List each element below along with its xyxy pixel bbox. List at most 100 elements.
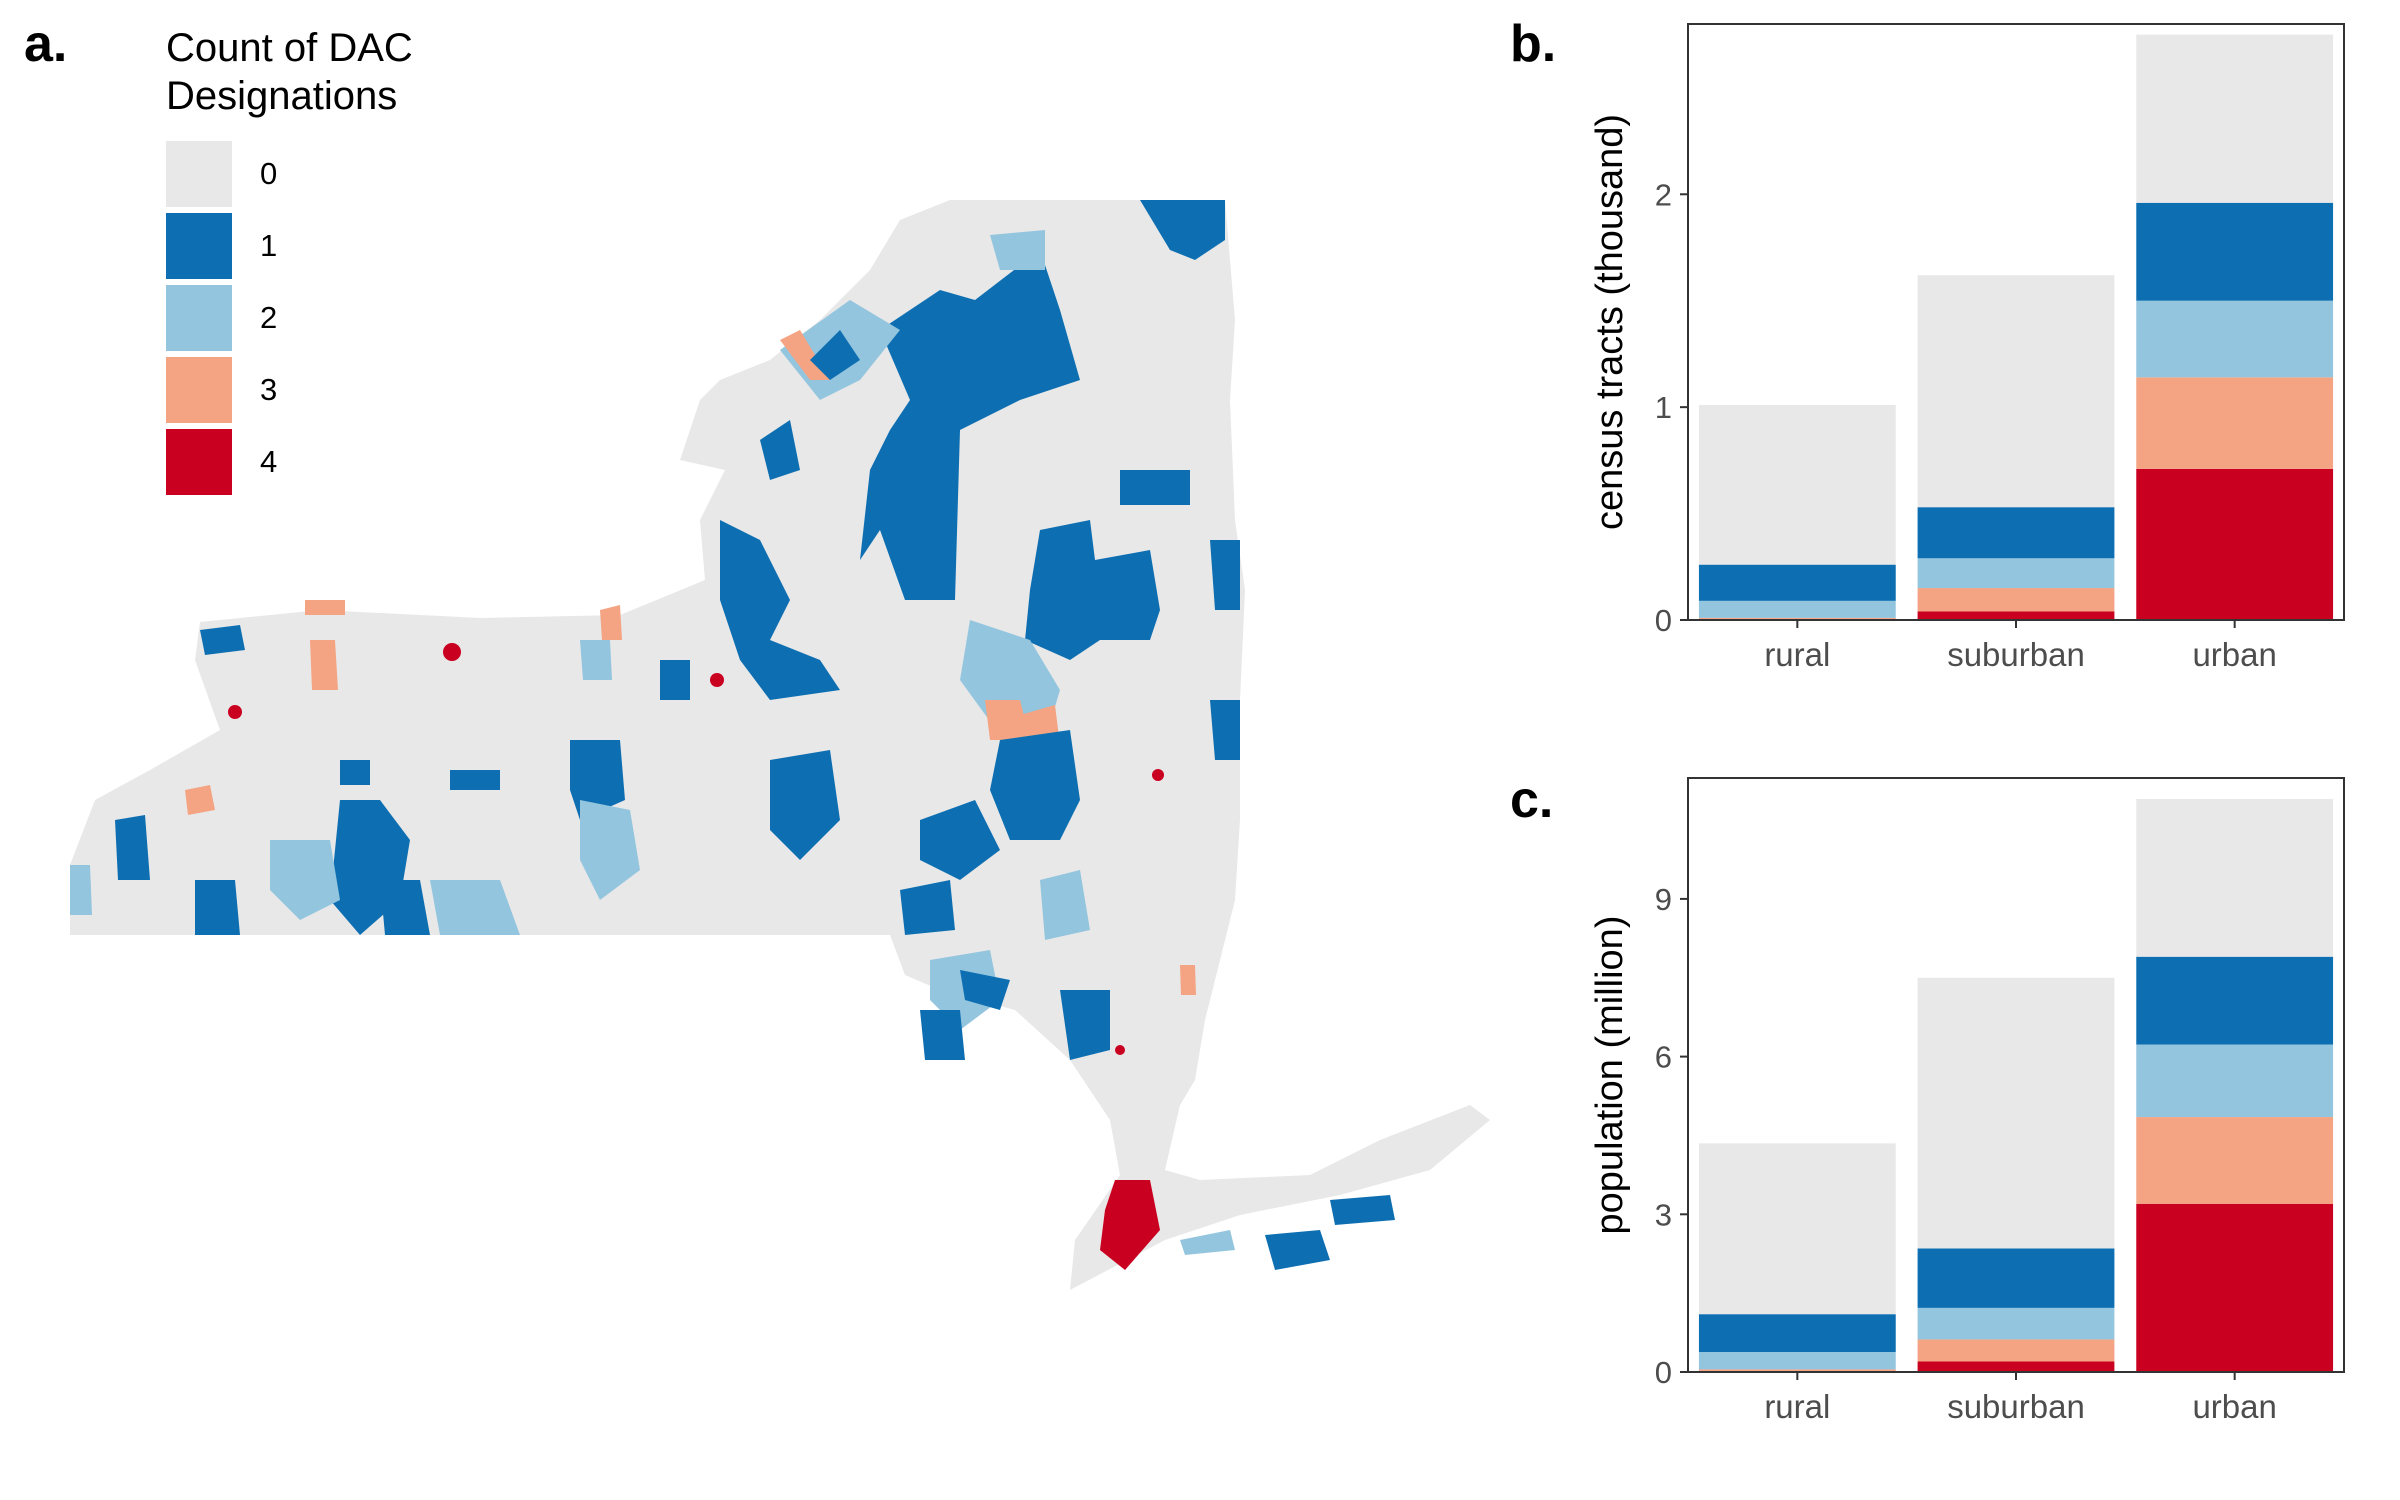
legend-items: 0 1 2 3 4 — [166, 138, 496, 498]
tract-region — [920, 1010, 965, 1060]
map-legend: Count of DAC Designations 0 1 2 3 4 — [166, 24, 496, 498]
tract-region — [310, 640, 338, 690]
bar-segment-urban-2 — [2136, 300, 2334, 378]
y-axis-label: population (million) — [1589, 916, 1631, 1235]
tract-region — [985, 700, 1030, 740]
bar-segment-suburban-1 — [1917, 507, 2115, 559]
legend-label-2: 2 — [260, 300, 278, 335]
legend-title-line-2: Designations — [166, 74, 398, 118]
bar-segment-rural-0 — [1698, 1143, 1896, 1315]
legend-title-line-1: Count of DAC — [166, 26, 413, 70]
bar-segment-suburban-0 — [1917, 977, 2115, 1249]
bar-segment-urban-0 — [2136, 799, 2334, 957]
tract-region — [860, 250, 1080, 600]
bar-segment-suburban-3 — [1917, 588, 2115, 612]
x-tick-label: rural — [1764, 636, 1830, 673]
tract-region — [1210, 540, 1240, 610]
legend-item-4: 4 — [166, 426, 496, 498]
y-tick-label: 2 — [1655, 177, 1672, 212]
tract-region — [990, 230, 1045, 270]
tract-region — [920, 800, 1000, 880]
y-tick-label: 0 — [1655, 603, 1672, 638]
tract-region — [195, 880, 240, 935]
legend-swatch-1 — [166, 213, 232, 279]
x-tick-label: urban — [2192, 1388, 2276, 1425]
bar-segment-rural-1 — [1698, 1314, 1896, 1353]
tract-region — [185, 785, 215, 815]
bar-segment-urban-1 — [2136, 202, 2334, 301]
x-tick-label: suburban — [1947, 1388, 2085, 1425]
tract-region — [580, 800, 640, 900]
tract-region — [990, 730, 1080, 840]
tract-region — [200, 625, 245, 655]
bar-segment-rural-2 — [1698, 600, 1896, 618]
tract-region — [760, 420, 800, 480]
tract-region — [810, 330, 860, 380]
bar-segment-suburban-3 — [1917, 1339, 2115, 1362]
bar-segment-rural-3 — [1698, 1369, 1896, 1372]
tract-region — [570, 740, 625, 820]
x-tick-label: urban — [2192, 636, 2276, 673]
legend-label-1: 1 — [260, 228, 278, 263]
bar-segment-suburban-2 — [1917, 1307, 2115, 1340]
legend-title: Count of DAC Designations — [166, 24, 496, 120]
bar-segment-urban-4 — [2136, 1203, 2334, 1372]
legend-label-3: 3 — [260, 372, 278, 407]
tract-region — [443, 643, 461, 661]
tract-region — [1210, 700, 1240, 760]
tract-region — [1100, 1180, 1160, 1270]
legend-swatch-2 — [166, 285, 232, 351]
tract-region — [1060, 990, 1110, 1060]
panel-c-label: c. — [1510, 771, 1554, 829]
tract-region — [115, 815, 150, 880]
panel-b-label: b. — [1510, 15, 1557, 73]
tract-region — [1180, 1230, 1235, 1255]
bar-segment-suburban-4 — [1917, 611, 2115, 620]
tract-region — [660, 660, 690, 700]
tract-region — [600, 605, 622, 640]
y-tick-label: 1 — [1655, 390, 1672, 425]
bar-segment-urban-3 — [2136, 1117, 2334, 1204]
y-tick-label: 3 — [1655, 1197, 1672, 1232]
legend-item-0: 0 — [166, 138, 496, 210]
new-york-choropleth-map — [70, 200, 1490, 1290]
tract-region — [1152, 769, 1164, 781]
plot-frame — [1687, 23, 2345, 621]
tract-region — [340, 760, 370, 785]
bar-segment-suburban-4 — [1917, 1361, 2115, 1372]
bar-segment-urban-2 — [2136, 1044, 2334, 1118]
tract-region — [228, 705, 242, 719]
bar-segment-suburban-1 — [1917, 1248, 2115, 1308]
bar-segment-rural-1 — [1698, 564, 1896, 601]
bar-segment-urban-4 — [2136, 468, 2334, 620]
x-tick-label: rural — [1764, 1388, 1830, 1425]
legend-item-1: 1 — [166, 210, 496, 282]
bar-segment-rural-3 — [1698, 617, 1896, 620]
tract-region — [1040, 870, 1090, 940]
tract-region — [770, 750, 840, 860]
bar-segment-urban-3 — [2136, 377, 2334, 469]
bar-segment-rural-2 — [1698, 1352, 1896, 1370]
tract-region — [1120, 470, 1190, 505]
bar-segment-suburban-0 — [1917, 275, 2115, 508]
legend-label-4: 4 — [260, 444, 278, 479]
tract-region — [1025, 520, 1160, 660]
tract-region — [305, 600, 345, 615]
y-tick-label: 0 — [1655, 1355, 1672, 1390]
tract-region — [720, 520, 840, 700]
tract-region — [1330, 1195, 1395, 1225]
tract-region — [1115, 1045, 1125, 1055]
y-tick-label: 9 — [1655, 882, 1672, 917]
bar-segment-urban-1 — [2136, 956, 2334, 1045]
tract-region — [1140, 200, 1225, 260]
x-tick-label: suburban — [1947, 636, 2085, 673]
tract-region — [580, 640, 612, 680]
y-axis-label: census tracts (thousand) — [1589, 114, 1631, 530]
tract-region — [960, 970, 1010, 1010]
panel-a-label: a. — [24, 15, 68, 73]
tract-region — [1180, 965, 1196, 995]
tract-region — [960, 620, 1060, 740]
tract-region — [380, 880, 430, 935]
